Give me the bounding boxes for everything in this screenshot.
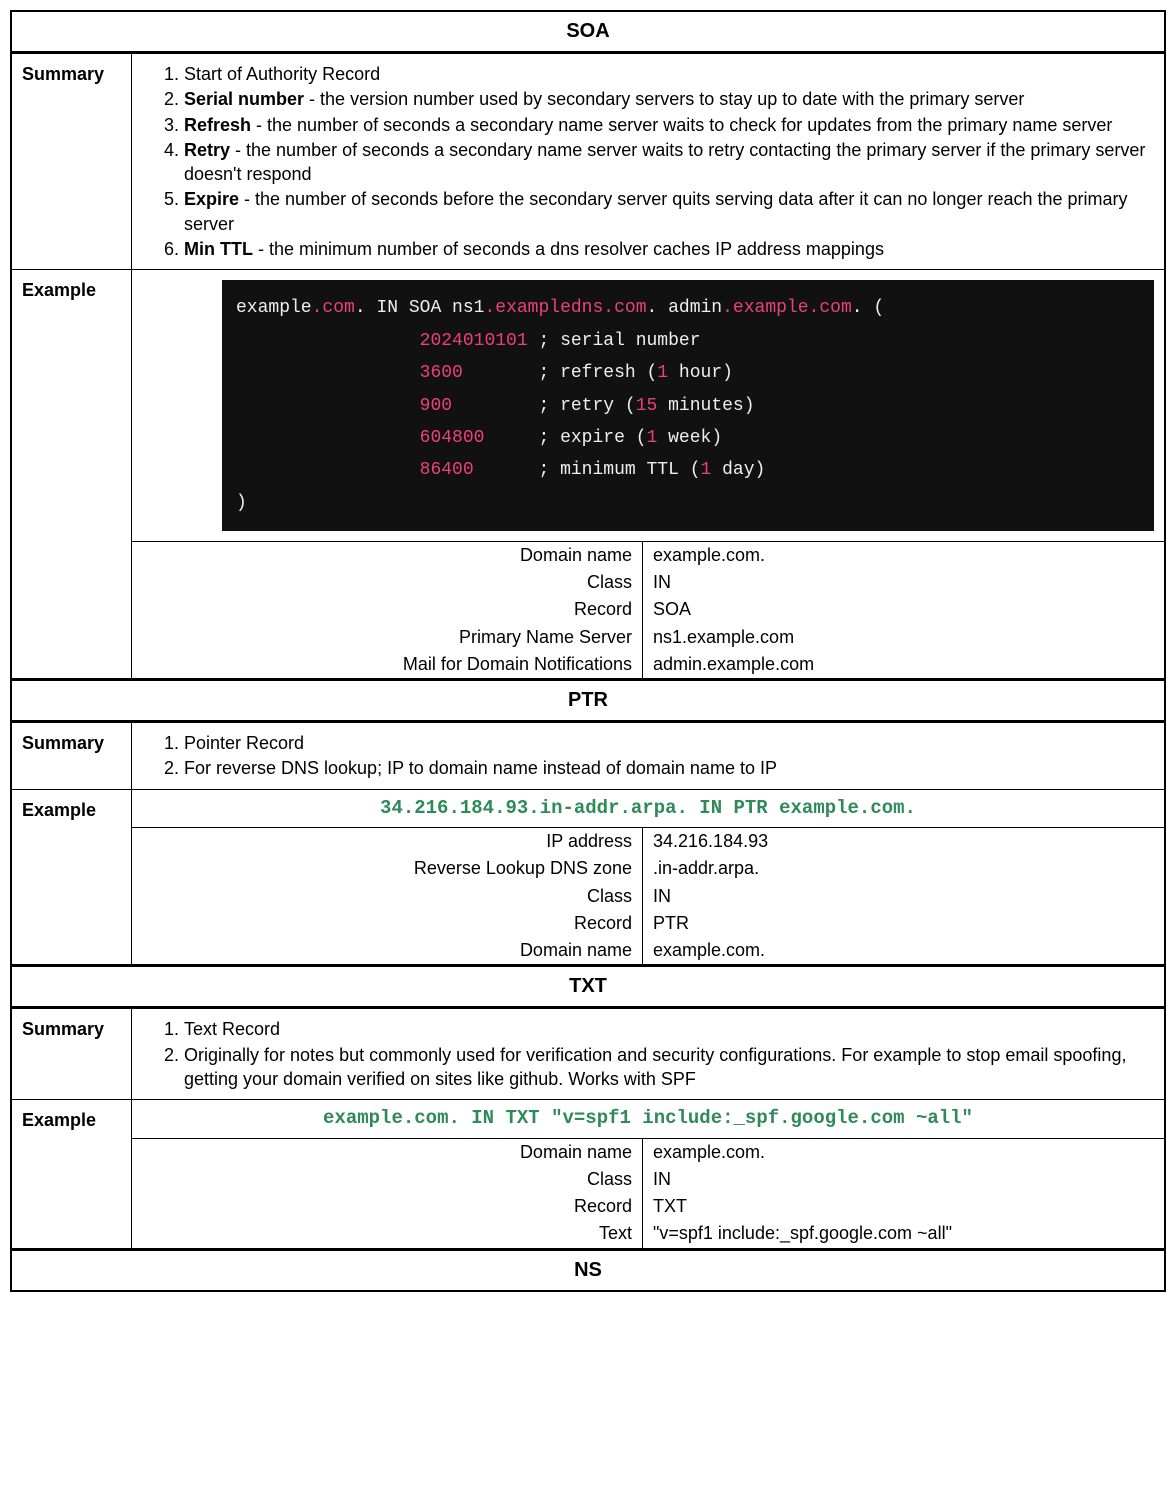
soa-example-row: Example example.com. IN SOA ns1.exampled… — [12, 270, 1164, 678]
kv-key: Text — [112, 1220, 643, 1247]
kv-value: ns1.example.com — [643, 624, 1174, 651]
txt-example-row: Example example.com. IN TXT "v=spf1 incl… — [12, 1100, 1164, 1247]
kv-value: IN — [643, 1166, 1174, 1193]
kv-value: IN — [643, 883, 1174, 910]
soa-summary-list: Start of Authority RecordSerial number -… — [152, 62, 1154, 261]
ptr-code-line: 34.216.184.93.in-addr.arpa. IN PTR examp… — [132, 790, 1164, 829]
summary-item: Text Record — [184, 1017, 1154, 1041]
kv-value: example.com. — [643, 542, 1174, 569]
kv-key: Reverse Lookup DNS zone — [112, 855, 643, 882]
kv-value: .in-addr.arpa. — [643, 855, 1174, 882]
kv-key: Record — [112, 910, 643, 937]
summary-item: Expire - the number of seconds before th… — [184, 187, 1154, 236]
kv-key: Domain name — [112, 1139, 643, 1166]
soa-code-block: example.com. IN SOA ns1.exampledns.com. … — [222, 280, 1154, 531]
dns-records-table: SOA Summary Start of Authority RecordSer… — [10, 10, 1166, 1292]
kv-key: Mail for Domain Notifications — [112, 651, 643, 678]
kv-value: example.com. — [643, 937, 1174, 964]
summary-item: Serial number - the version number used … — [184, 87, 1154, 111]
txt-header: TXT — [12, 964, 1164, 1009]
ptr-summary-body: Pointer RecordFor reverse DNS lookup; IP… — [132, 723, 1164, 789]
soa-summary-row: Summary Start of Authority RecordSerial … — [12, 54, 1164, 270]
kv-key: Primary Name Server — [112, 624, 643, 651]
summary-item: Retry - the number of seconds a secondar… — [184, 138, 1154, 187]
kv-value: PTR — [643, 910, 1174, 937]
soa-example-body: example.com. IN SOA ns1.exampledns.com. … — [132, 270, 1164, 678]
summary-item: Refresh - the number of seconds a second… — [184, 113, 1154, 137]
kv-value: SOA — [643, 596, 1174, 623]
txt-summary-row: Summary Text RecordOriginally for notes … — [12, 1009, 1164, 1100]
kv-key: Class — [112, 569, 643, 596]
ptr-summary-row: Summary Pointer RecordFor reverse DNS lo… — [12, 723, 1164, 790]
kv-key: Domain name — [112, 937, 643, 964]
summary-label: Summary — [12, 723, 132, 789]
kv-value: admin.example.com — [643, 651, 1174, 678]
soa-kv-grid: Domain nameexample.com.ClassINRecordSOAP… — [112, 542, 1174, 678]
ptr-example-row: Example 34.216.184.93.in-addr.arpa. IN P… — [12, 790, 1164, 965]
summary-item: Pointer Record — [184, 731, 1154, 755]
ptr-example-body: 34.216.184.93.in-addr.arpa. IN PTR examp… — [132, 790, 1164, 965]
summary-item: Start of Authority Record — [184, 62, 1154, 86]
kv-key: Record — [112, 1193, 643, 1220]
summary-item: Min TTL - the minimum number of seconds … — [184, 237, 1154, 261]
soa-header: SOA — [12, 12, 1164, 54]
ns-header: NS — [12, 1248, 1164, 1290]
kv-key: Class — [112, 1166, 643, 1193]
summary-item: Originally for notes but commonly used f… — [184, 1043, 1154, 1092]
kv-value: "v=spf1 include:_spf.google.com ~all" — [643, 1220, 1174, 1247]
kv-key: Class — [112, 883, 643, 910]
soa-summary-body: Start of Authority RecordSerial number -… — [132, 54, 1164, 269]
txt-code-line: example.com. IN TXT "v=spf1 include:_spf… — [132, 1100, 1164, 1139]
kv-value: TXT — [643, 1193, 1174, 1220]
ptr-kv-grid: IP address34.216.184.93Reverse Lookup DN… — [112, 828, 1174, 964]
ptr-header: PTR — [12, 678, 1164, 723]
summary-label: Summary — [12, 1009, 132, 1099]
kv-value: example.com. — [643, 1139, 1174, 1166]
txt-kv-grid: Domain nameexample.com.ClassINRecordTXTT… — [112, 1139, 1174, 1248]
kv-value: IN — [643, 569, 1174, 596]
kv-key: Record — [112, 596, 643, 623]
summary-item: For reverse DNS lookup; IP to domain nam… — [184, 756, 1154, 780]
kv-key: Domain name — [112, 542, 643, 569]
summary-label: Summary — [12, 54, 132, 269]
txt-example-body: example.com. IN TXT "v=spf1 include:_spf… — [132, 1100, 1164, 1247]
kv-value: 34.216.184.93 — [643, 828, 1174, 855]
kv-key: IP address — [112, 828, 643, 855]
ptr-summary-list: Pointer RecordFor reverse DNS lookup; IP… — [152, 731, 1154, 781]
txt-summary-list: Text RecordOriginally for notes but comm… — [152, 1017, 1154, 1091]
txt-summary-body: Text RecordOriginally for notes but comm… — [132, 1009, 1164, 1099]
